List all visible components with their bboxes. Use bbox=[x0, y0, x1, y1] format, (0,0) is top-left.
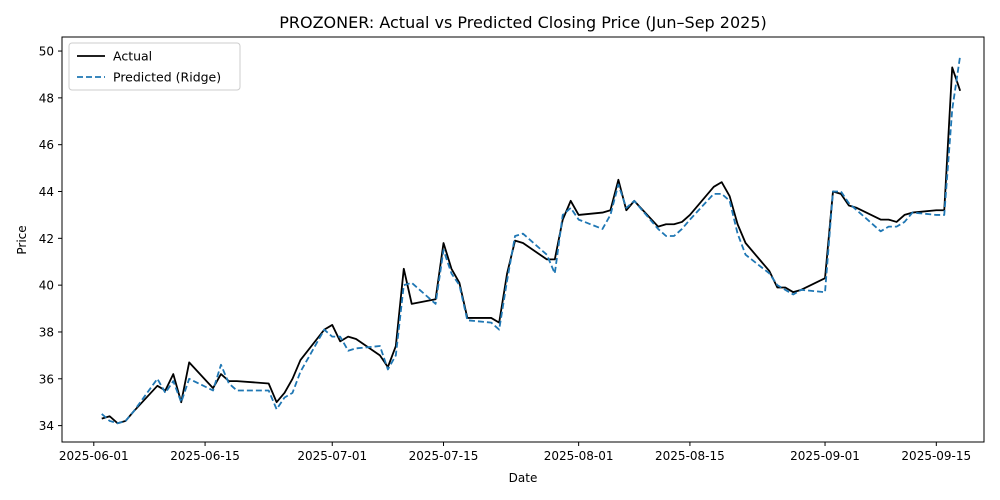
x-tick-label: 2025-08-01 bbox=[544, 449, 614, 463]
x-tick-label: 2025-07-01 bbox=[297, 449, 367, 463]
chart-title: PROZONER: Actual vs Predicted Closing Pr… bbox=[279, 13, 767, 32]
x-tick-label: 2025-07-15 bbox=[409, 449, 479, 463]
x-axis-title: Date bbox=[509, 471, 538, 485]
y-axis-title: Price bbox=[15, 225, 29, 254]
y-tick-label: 36 bbox=[39, 372, 54, 386]
x-tick-label: 2025-06-15 bbox=[170, 449, 240, 463]
x-tick-label: 2025-09-15 bbox=[901, 449, 971, 463]
y-tick-label: 46 bbox=[39, 138, 54, 152]
y-tick-label: 34 bbox=[39, 419, 54, 433]
legend-box bbox=[68, 42, 241, 91]
y-tick-label: 38 bbox=[39, 325, 54, 339]
legend: Actual Predicted (Ridge) bbox=[68, 42, 241, 91]
plot-area bbox=[61, 36, 985, 443]
x-tick-label: 2025-09-01 bbox=[790, 449, 860, 463]
series-line-actual bbox=[101, 66, 962, 425]
y-tick-label: 48 bbox=[39, 91, 54, 105]
x-tick-label: 2025-08-15 bbox=[655, 449, 725, 463]
legend-label-actual: Actual bbox=[113, 49, 152, 64]
y-tick-label: 40 bbox=[39, 279, 54, 293]
plot-frame bbox=[61, 36, 985, 443]
x-tick-label: 2025-06-01 bbox=[59, 449, 129, 463]
y-tick-label: 42 bbox=[39, 232, 54, 246]
y-axis: 34 36 38 40 42 44 46 48 50 bbox=[39, 45, 62, 433]
series-layer bbox=[101, 55, 962, 425]
x-axis: 2025-06-01 2025-06-15 2025-07-01 2025-07-15… bbox=[59, 442, 971, 463]
legend-label-predicted: Predicted (Ridge) bbox=[113, 70, 221, 85]
y-tick-label: 50 bbox=[39, 45, 54, 59]
y-tick-label: 44 bbox=[39, 185, 54, 199]
